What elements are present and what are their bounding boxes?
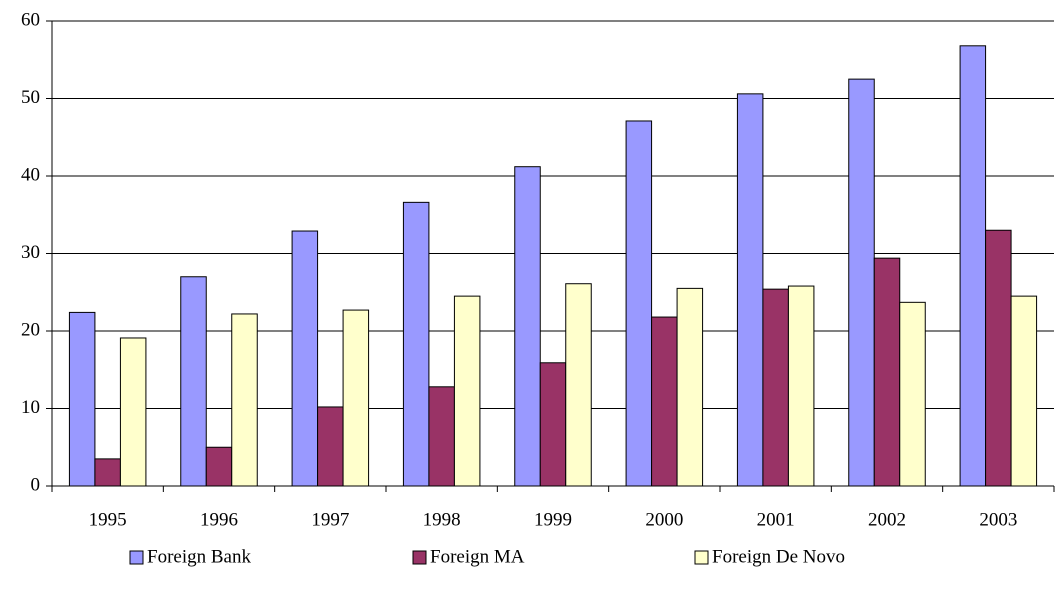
bar: [119, 337, 147, 487]
bar: [959, 45, 987, 487]
x-tick-label: 1995: [89, 509, 127, 530]
legend-swatch: [412, 550, 427, 565]
bar: [787, 285, 815, 487]
legend-swatch: [694, 550, 709, 565]
x-tick-label: 1999: [534, 509, 572, 530]
bar: [68, 311, 96, 487]
x-tick-label: 1996: [200, 509, 238, 530]
bar: [94, 458, 121, 487]
legend-label: Foreign De Novo: [712, 546, 845, 567]
bar: [873, 257, 901, 487]
bar: [514, 166, 541, 487]
y-tick-label: 20: [21, 319, 40, 340]
bar: [625, 120, 653, 487]
y-tick-label: 60: [21, 9, 40, 30]
y-tick-label: 40: [21, 164, 40, 185]
bar: [1010, 295, 1038, 487]
bar: [539, 362, 567, 487]
legend-label: Foreign Bank: [147, 546, 251, 567]
bar: [651, 316, 678, 487]
bar: [402, 201, 430, 487]
legend-label: Foreign MA: [430, 546, 525, 567]
bar: [676, 287, 704, 487]
legend-swatch: [129, 550, 144, 565]
bar: [428, 386, 455, 487]
y-tick-label: 10: [21, 397, 40, 418]
x-tick-label: 2003: [979, 509, 1017, 530]
bar: [205, 446, 233, 487]
y-tick-label: 0: [31, 474, 41, 495]
bar: [565, 283, 592, 487]
bar: [736, 93, 764, 487]
x-tick-label: 2000: [645, 509, 683, 530]
x-tick-label: 1997: [311, 509, 349, 530]
bar: [317, 406, 344, 487]
bar: [762, 288, 789, 487]
x-tick-label: 1998: [423, 509, 461, 530]
bar: [231, 313, 258, 487]
y-tick-label: 50: [21, 87, 40, 108]
x-tick-label: 2001: [757, 509, 795, 530]
bar: [342, 309, 370, 487]
bar: [180, 276, 207, 487]
bar: [453, 295, 481, 487]
x-tick-label: 2002: [868, 509, 906, 530]
bar: [848, 78, 875, 487]
bar: [985, 229, 1012, 487]
bar: [291, 230, 319, 487]
bar: [899, 301, 926, 487]
y-tick-label: 30: [21, 242, 40, 263]
